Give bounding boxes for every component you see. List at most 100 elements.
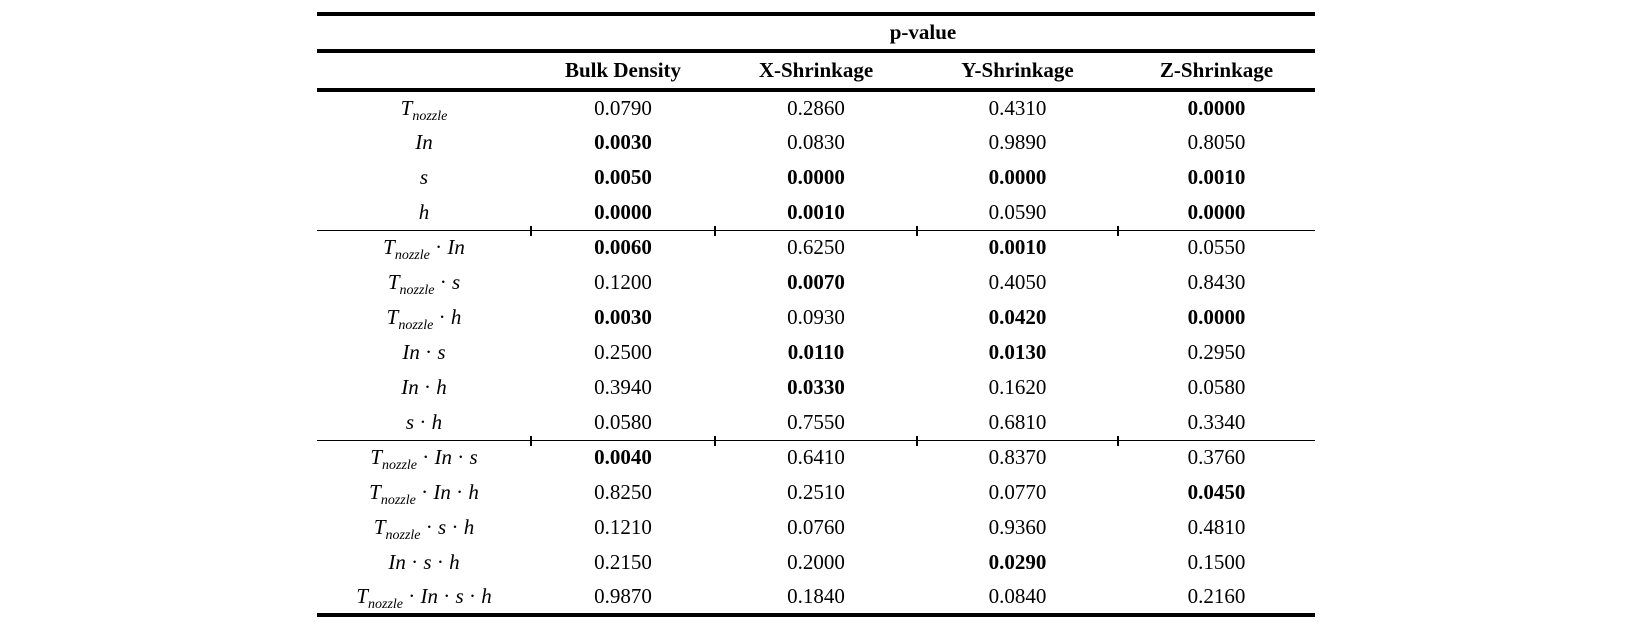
p-value-cell: 0.0000: [594, 199, 652, 224]
p-value-cell: 0.0000: [988, 165, 1047, 189]
row-label: Tnozzle · In · s · h: [356, 584, 492, 613]
table-row: In · s · h 0.2150 0.2000 0.0290 0.1500: [317, 545, 1315, 580]
column-header-row: Bulk Density X-Shrinkage Y-Shrinkage Z-S…: [317, 51, 1316, 90]
p-value-cell: 0.0070: [787, 270, 845, 294]
p-value-cell: 0.0450: [1187, 480, 1246, 504]
multiplication-dot: ·: [420, 515, 438, 539]
p-value-cell: 0.4050: [988, 270, 1047, 294]
row-label: Tnozzle · In · s: [370, 445, 478, 474]
table-row: Tnozzle 0.0790 0.2860 0.4310 0.0000: [317, 90, 1315, 125]
table-title-row: p-value: [317, 14, 1316, 51]
p-value-cell: 0.0010: [1187, 165, 1246, 189]
multiplication-dot: ·: [415, 480, 434, 504]
p-value-cell: 0.0010: [787, 199, 845, 224]
p-value-cell: 0.0000: [1187, 305, 1246, 329]
p-value-cell: 0.0060: [530, 225, 715, 265]
p-value-cell: 0.0000: [787, 165, 845, 189]
table-row: In · s 0.2500 0.0110 0.0130 0.2950: [317, 335, 1315, 370]
p-value-cell: 0.4310: [988, 96, 1047, 120]
row-label: Tnozzle · s: [387, 270, 461, 299]
p-value-cell: 0.0290: [988, 550, 1047, 574]
row-label: In · s: [402, 340, 446, 364]
row-label: Tnozzle · h: [386, 305, 462, 334]
table-row: s · h 0.0580 0.7550 0.6810 0.3340: [317, 405, 1315, 440]
column-header-bulk-density: Bulk Density: [564, 58, 682, 82]
p-value-cell: 0.0110: [787, 340, 845, 364]
row-label: In · h: [401, 375, 447, 399]
row-label: Tnozzle · In: [383, 235, 465, 264]
p-value-cell: 0.1200: [594, 270, 652, 294]
multiplication-dot: ·: [417, 445, 435, 470]
p-value-cell: 0.8430: [1187, 270, 1246, 294]
table-row: h 0.0000 0.0010 0.0590 0.0000: [317, 195, 1315, 230]
p-value-cell: 0.0420: [988, 305, 1047, 329]
multiplication-dot: ·: [429, 235, 448, 260]
row-label: s · h: [405, 409, 443, 434]
column-header-x-shrinkage: X-Shrinkage: [758, 58, 874, 82]
multiplication-dot: ·: [438, 584, 456, 608]
p-value-cell: 0.0770: [988, 480, 1047, 504]
table-row: Tnozzle · In · h 0.8250 0.2510 0.0770 0.0450: [317, 475, 1315, 510]
p-value-cell: 0.7550: [787, 409, 845, 434]
p-value-cell: 0.0590: [988, 199, 1047, 224]
table-row: Tnozzle · s · h 0.1210 0.0760 0.9360 0.4810: [317, 510, 1315, 545]
column-header-y-shrinkage: Y-Shrinkage: [961, 58, 1074, 82]
p-value-cell: 0.8050: [1187, 130, 1246, 154]
table-title: p-value: [889, 20, 957, 44]
table-row: Tnozzle · In 0.0060 0.6250 0.0010 0.0550: [317, 225, 1315, 265]
multiplication-dot: ·: [463, 584, 482, 608]
p-value-cell: 0.0840: [988, 584, 1047, 608]
p-value-cell: 0.1840: [787, 584, 845, 608]
row-label: s: [419, 165, 429, 189]
p-value-cell: 0.3340: [1187, 409, 1246, 434]
p-value-cell: 0.6250: [714, 225, 917, 265]
p-value-cell: 0.0330: [787, 375, 845, 399]
column-header-z-shrinkage: Z-Shrinkage: [1159, 58, 1274, 82]
table-row: Tnozzle · In · s · h 0.9870 0.1840 0.0840 0.…: [317, 580, 1315, 615]
p-value-cell: 0.0580: [594, 409, 652, 434]
p-value-cell: 0.9870: [594, 584, 652, 608]
p-value-cell: 0.2000: [787, 550, 845, 574]
p-value-cell: 0.0010: [916, 225, 1118, 265]
spanner-empty-cell: [317, 14, 531, 51]
p-value-cell: 0.0000: [1187, 96, 1246, 120]
row-label: Tnozzle: [400, 96, 448, 125]
p-value-cell: 0.3940: [594, 375, 652, 399]
p-value-cell: 0.0050: [594, 165, 652, 189]
p-value-cell: 0.3760: [1116, 435, 1315, 475]
multiplication-dot: ·: [419, 340, 438, 364]
row-label: h: [418, 199, 430, 224]
row-label: In · s · h: [388, 550, 460, 574]
p-value-cell: 0.4810: [1187, 515, 1246, 539]
p-value-table: p-value Bulk Density X-Shrinkage Y-Shrin…: [317, 12, 1316, 617]
row-label: Tnozzle · In · h: [369, 480, 479, 509]
multiplication-dot: ·: [403, 584, 421, 608]
p-value-cell: 0.2510: [787, 480, 845, 504]
multiplication-dot: ·: [434, 270, 452, 294]
p-value-cell: 0.0760: [787, 515, 845, 539]
multiplication-dot: ·: [450, 480, 469, 504]
p-value-cell: 0.0790: [594, 96, 652, 120]
multiplication-dot: ·: [405, 550, 424, 574]
p-value-cell: 0.0040: [530, 435, 715, 475]
header-empty-cell: [317, 51, 531, 90]
p-value-cell: 0.0130: [988, 340, 1047, 364]
p-value-cell: 0.8250: [594, 480, 652, 504]
p-value-cell: 0.0030: [594, 305, 652, 329]
row-label: Tnozzle · s · h: [373, 515, 475, 544]
table-row: Tnozzle · s 0.1200 0.0070 0.4050 0.8430: [317, 265, 1315, 300]
p-value-cell: 0.2500: [594, 340, 652, 364]
p-value-cell: 0.8370: [916, 435, 1118, 475]
multiplication-dot: ·: [418, 375, 437, 399]
main-effects-group: Tnozzle 0.0790 0.2860 0.4310 0.0000 In 0.0030 0…: [317, 90, 1315, 230]
p-value-cell: 0.0030: [594, 130, 652, 154]
multiplication-dot: ·: [431, 550, 450, 574]
p-value-cell: 0.0000: [1187, 199, 1246, 224]
table-row: Tnozzle · h 0.0030 0.0930 0.0420 0.0000: [317, 300, 1315, 335]
table-row: Tnozzle · In · s 0.0040 0.6410 0.8370 0.3760: [317, 435, 1315, 475]
higher-order-interactions-group: Tnozzle · In · s 0.0040 0.6410 0.8370 0.3760…: [317, 435, 1316, 615]
multiplication-dot: ·: [446, 515, 464, 539]
two-way-interactions-group: Tnozzle · In 0.0060 0.6250 0.0010 0.0550 Tnoz…: [317, 225, 1316, 440]
multiplication-dot: ·: [452, 445, 470, 470]
p-value-cell: 0.9890: [988, 130, 1047, 154]
